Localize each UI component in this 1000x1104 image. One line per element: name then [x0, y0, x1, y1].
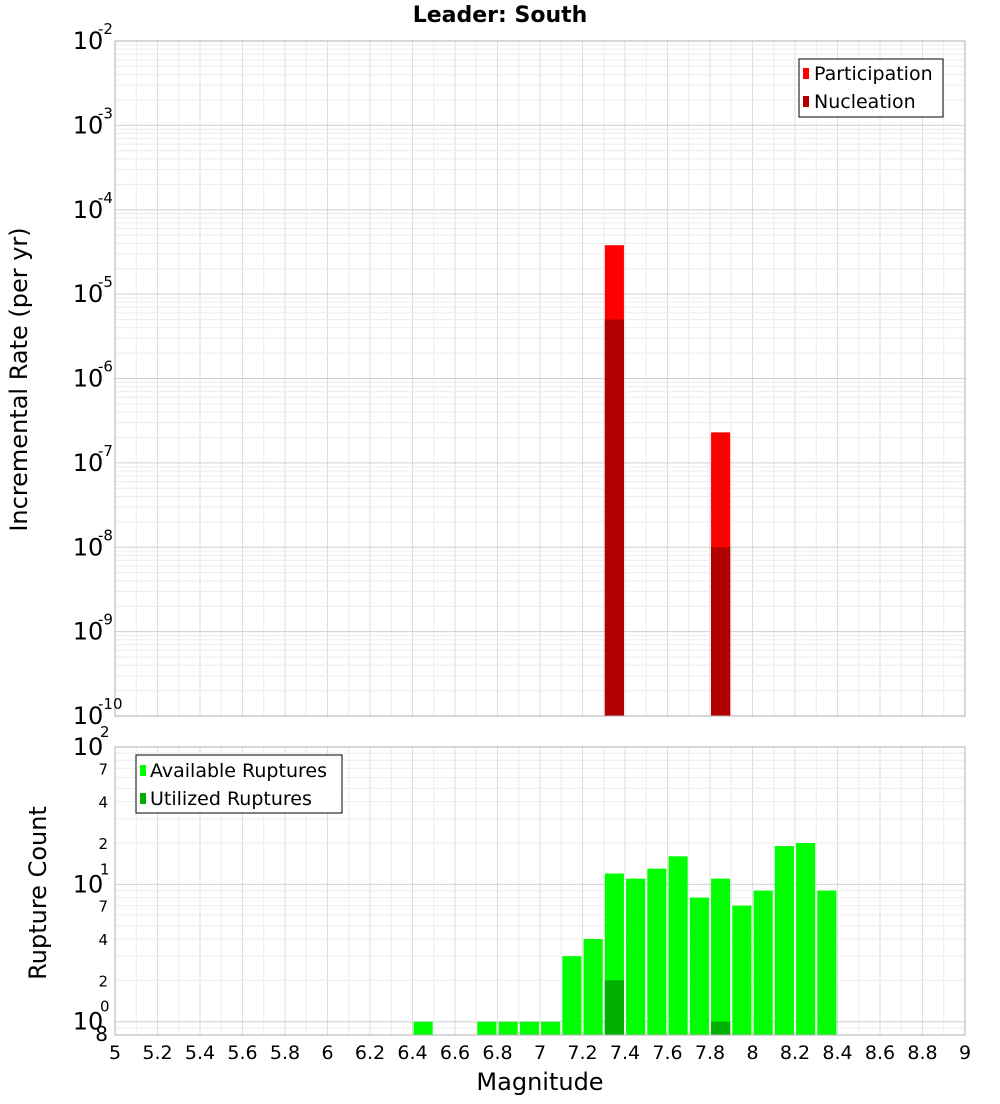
available-ruptures-bar — [583, 939, 603, 1035]
chart-title: Leader: South — [413, 3, 588, 28]
y-tick-label: 10 — [73, 27, 104, 55]
y-minor-tick-label: 7 — [98, 898, 108, 916]
top-legend: Participation Nucleation — [798, 58, 944, 118]
y-tick-label: 10 — [73, 449, 104, 477]
y-tick-exponent: -5 — [98, 273, 113, 291]
available-ruptures-bar — [562, 956, 582, 1035]
nucleation-bar — [604, 319, 624, 716]
available-ruptures-bar — [519, 1021, 539, 1035]
available-ruptures-bar — [689, 897, 709, 1035]
x-tick-label: 6 — [321, 1042, 333, 1064]
y-tick-exponent: 1 — [100, 860, 110, 878]
x-tick-label: 7 — [534, 1042, 546, 1064]
y-tick-label: 10 — [73, 196, 104, 224]
available-ruptures-bar — [774, 846, 794, 1035]
y-tick-label: 10 — [73, 702, 104, 730]
available-ruptures-bar — [711, 878, 731, 1035]
available-ruptures-bar — [413, 1021, 433, 1035]
legend-label: Utilized Ruptures — [150, 788, 312, 810]
top-plot-border — [114, 40, 966, 717]
y-tick-exponent: -10 — [98, 695, 123, 713]
y-minor-tick-label: 8 — [95, 1022, 108, 1046]
available-ruptures-bar — [817, 890, 837, 1035]
available-ruptures-bar — [753, 890, 773, 1035]
available-ruptures-bar — [498, 1021, 518, 1035]
x-tick-label: 7.4 — [610, 1042, 640, 1064]
y-tick-label: 10 — [73, 533, 104, 561]
available-ruptures-bar — [647, 868, 667, 1035]
available-ruptures-bar — [541, 1021, 561, 1035]
y-tick-exponent: -8 — [98, 526, 113, 544]
y-minor-tick-label: 2 — [98, 835, 108, 853]
legend-swatch — [140, 793, 146, 804]
y-tick-label: 10 — [73, 618, 104, 646]
bottom-y-axis-label: Rupture Count — [24, 806, 52, 980]
y-tick-exponent: -2 — [98, 20, 113, 38]
x-tick-label: 5.6 — [227, 1042, 257, 1064]
available-ruptures-bar — [732, 905, 752, 1035]
legend-swatch — [803, 68, 809, 79]
nucleation-bar — [711, 547, 731, 716]
y-tick-label: 10 — [73, 1008, 104, 1036]
y-tick-exponent: -6 — [98, 358, 113, 376]
bottom-legend: Available Ruptures Utilized Ruptures — [135, 754, 343, 814]
y-minor-tick-label: 4 — [98, 931, 108, 949]
available-ruptures-bar — [796, 843, 816, 1035]
x-ticks: 5 5.2 5.4 5.6 5.8 6 6.2 6.4 6.6 6.8 7 7.2 7.4 7.6 7.8 8… — [109, 1042, 971, 1064]
bottom-bars — [413, 843, 837, 1035]
x-axis-label: Magnitude — [476, 1068, 603, 1096]
x-tick-label: 9 — [959, 1042, 971, 1064]
x-tick-label: 7.8 — [695, 1042, 725, 1064]
y-tick-label: 10 — [73, 365, 104, 393]
x-tick-label: 5.2 — [142, 1042, 172, 1064]
x-tick-label: 6.6 — [440, 1042, 470, 1064]
x-tick-label: 8.2 — [780, 1042, 810, 1064]
x-tick-label: 8.4 — [822, 1042, 852, 1064]
y-tick-exponent: -7 — [98, 442, 113, 460]
x-tick-label: 6.8 — [482, 1042, 512, 1064]
top-legend-box — [798, 58, 944, 118]
legend-label: Participation — [814, 63, 933, 85]
y-tick-exponent: -3 — [98, 104, 113, 122]
top-y-axis-label: Incremental Rate (per yr) — [5, 227, 33, 531]
y-minor-tick-label: 2 — [98, 972, 108, 990]
x-tick-label: 7.6 — [652, 1042, 682, 1064]
bottom-legend-box — [135, 754, 343, 814]
y-tick-label: 10 — [73, 870, 104, 898]
top-gridlines — [114, 41, 966, 717]
x-tick-label: 6.4 — [397, 1042, 427, 1064]
top-bars — [604, 245, 731, 717]
x-tick-label: 7.2 — [567, 1042, 597, 1064]
y-tick-label: 10 — [73, 111, 104, 139]
available-ruptures-bar — [668, 856, 688, 1035]
available-ruptures-bar — [477, 1021, 497, 1035]
available-ruptures-bar — [626, 878, 646, 1035]
legend-label: Nucleation — [814, 91, 916, 113]
y-tick-label: 10 — [73, 733, 104, 761]
y-tick-label: 10 — [73, 280, 104, 308]
y-tick-exponent: 2 — [100, 723, 110, 741]
legend-swatch — [803, 96, 809, 107]
y-minor-tick-label: 7 — [98, 760, 108, 778]
x-tick-label: 8.8 — [907, 1042, 937, 1064]
x-tick-label: 5.8 — [270, 1042, 300, 1064]
x-tick-label: 5.4 — [185, 1042, 215, 1064]
y-tick-exponent: 0 — [100, 998, 110, 1016]
bottom-plot-border — [114, 746, 966, 1036]
legend-label: Available Ruptures — [150, 760, 327, 782]
y-minor-tick-label: 4 — [98, 794, 108, 812]
y-tick-exponent: -9 — [98, 611, 113, 629]
legend-swatch — [140, 765, 146, 776]
y-tick-exponent: -4 — [98, 189, 113, 207]
x-tick-label: 5 — [109, 1042, 121, 1064]
utilized-ruptures-bar — [604, 980, 624, 1035]
x-tick-label: 8.6 — [865, 1042, 895, 1064]
x-tick-label: 6.2 — [355, 1042, 385, 1064]
utilized-ruptures-bar — [711, 1021, 731, 1035]
x-tick-label: 8 — [746, 1042, 758, 1064]
